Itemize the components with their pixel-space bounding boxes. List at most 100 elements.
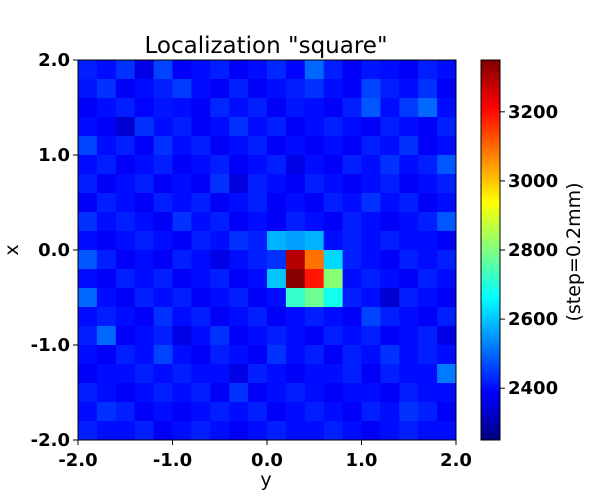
- heatmap-cell: [248, 364, 268, 384]
- heatmap-cell: [285, 174, 306, 194]
- heatmap-cell: [115, 98, 136, 118]
- heatmap-cell: [304, 193, 325, 213]
- heatmap-cell: [153, 79, 173, 99]
- heatmap-cell: [418, 136, 438, 156]
- heatmap-cell: [210, 98, 230, 118]
- heatmap-cell: [229, 307, 249, 327]
- heatmap-cell: [191, 231, 211, 251]
- heatmap-cell: [172, 79, 192, 99]
- heatmap-cell: [115, 250, 136, 270]
- heatmap-cell: [134, 60, 154, 80]
- heatmap-cell: [285, 212, 306, 232]
- heatmap-cell: [323, 117, 343, 137]
- heatmap-cell: [172, 421, 192, 441]
- heatmap-cell: [361, 421, 381, 441]
- heatmap-cell: [267, 60, 287, 80]
- heatmap-cell: [115, 155, 136, 175]
- heatmap-cell: [361, 155, 381, 175]
- heatmap-cell: [115, 231, 136, 251]
- heatmap-cell: [210, 60, 230, 80]
- heatmap-cell: [248, 136, 268, 156]
- heatmap-cell: [134, 79, 154, 99]
- heatmap-cell: [323, 402, 343, 422]
- heatmap-cell: [96, 364, 117, 384]
- heatmap-cell: [267, 174, 287, 194]
- heatmap-cell: [418, 269, 438, 289]
- colorbar: [480, 59, 501, 441]
- heatmap-cell: [267, 212, 287, 232]
- heatmap-cell: [229, 250, 249, 270]
- heatmap-cell: [342, 364, 362, 384]
- heatmap-cell: [418, 231, 438, 251]
- heatmap-cell: [248, 155, 268, 175]
- heatmap-cell: [399, 326, 419, 346]
- heatmap-cell: [304, 269, 325, 289]
- heatmap-cell: [248, 307, 268, 327]
- heatmap-cell: [304, 60, 325, 80]
- heatmap-cell: [96, 421, 117, 441]
- heatmap-cell: [267, 136, 287, 156]
- heatmap-cell: [172, 288, 192, 308]
- heatmap-cell: [172, 212, 192, 232]
- heatmap-cell: [342, 402, 362, 422]
- heatmap-cell: [399, 250, 419, 270]
- heatmap-cell: [229, 212, 249, 232]
- heatmap-cell: [361, 345, 381, 365]
- heatmap-cell: [437, 250, 457, 270]
- heatmap-cell: [361, 383, 381, 403]
- heatmap-cell: [229, 98, 249, 118]
- heatmap-cell: [210, 402, 230, 422]
- heatmap-cell: [361, 193, 381, 213]
- heatmap-cell: [437, 79, 457, 99]
- heatmap-cell: [229, 117, 249, 137]
- heatmap-cell: [361, 98, 381, 118]
- heatmap-cell: [285, 231, 306, 251]
- heatmap-cell: [418, 250, 438, 270]
- heatmap-cell: [153, 98, 173, 118]
- heatmap-cell: [361, 231, 381, 251]
- heatmap-cell: [115, 288, 136, 308]
- heatmap-cell: [267, 326, 287, 346]
- heatmap-cell: [210, 79, 230, 99]
- heatmap-cell: [323, 383, 343, 403]
- heatmap-cell: [342, 98, 362, 118]
- heatmap-cell: [115, 79, 136, 99]
- heatmap-cell: [399, 79, 419, 99]
- heatmap-cell: [96, 288, 117, 308]
- heatmap-cell: [342, 307, 362, 327]
- heatmap-cell: [342, 288, 362, 308]
- heatmap-cell: [210, 117, 230, 137]
- heatmap-cell: [229, 269, 249, 289]
- heatmap-cell: [323, 193, 343, 213]
- heatmap-cell: [134, 383, 154, 403]
- heatmap-cell: [285, 79, 306, 99]
- heatmap-cell: [78, 269, 98, 289]
- heatmap-cell: [96, 98, 117, 118]
- heatmap-cell: [78, 364, 98, 384]
- heatmap-cell: [96, 174, 117, 194]
- heatmap-cell: [323, 250, 343, 270]
- heatmap-cell: [361, 269, 381, 289]
- heatmap-cell: [285, 326, 306, 346]
- heatmap-cell: [323, 98, 343, 118]
- heatmap-cell: [172, 174, 192, 194]
- heatmap-cell: [285, 383, 306, 403]
- heatmap-cell: [437, 269, 457, 289]
- heatmap-cell: [304, 250, 325, 270]
- heatmap-cell: [191, 98, 211, 118]
- heatmap-cell: [380, 345, 400, 365]
- heatmap-cell: [210, 136, 230, 156]
- heatmap-cell: [96, 383, 117, 403]
- heatmap-cell: [210, 364, 230, 384]
- heatmap-cell: [248, 269, 268, 289]
- heatmap-cell: [304, 231, 325, 251]
- heatmap-cell: [153, 288, 173, 308]
- heatmap-cell: [399, 212, 419, 232]
- heatmap-cell: [380, 79, 400, 99]
- heatmap-cell: [323, 174, 343, 194]
- y-tick-label: 1.0: [38, 145, 70, 166]
- heatmap-cell: [229, 193, 249, 213]
- heatmap-cell: [399, 60, 419, 80]
- heatmap-cell: [304, 383, 325, 403]
